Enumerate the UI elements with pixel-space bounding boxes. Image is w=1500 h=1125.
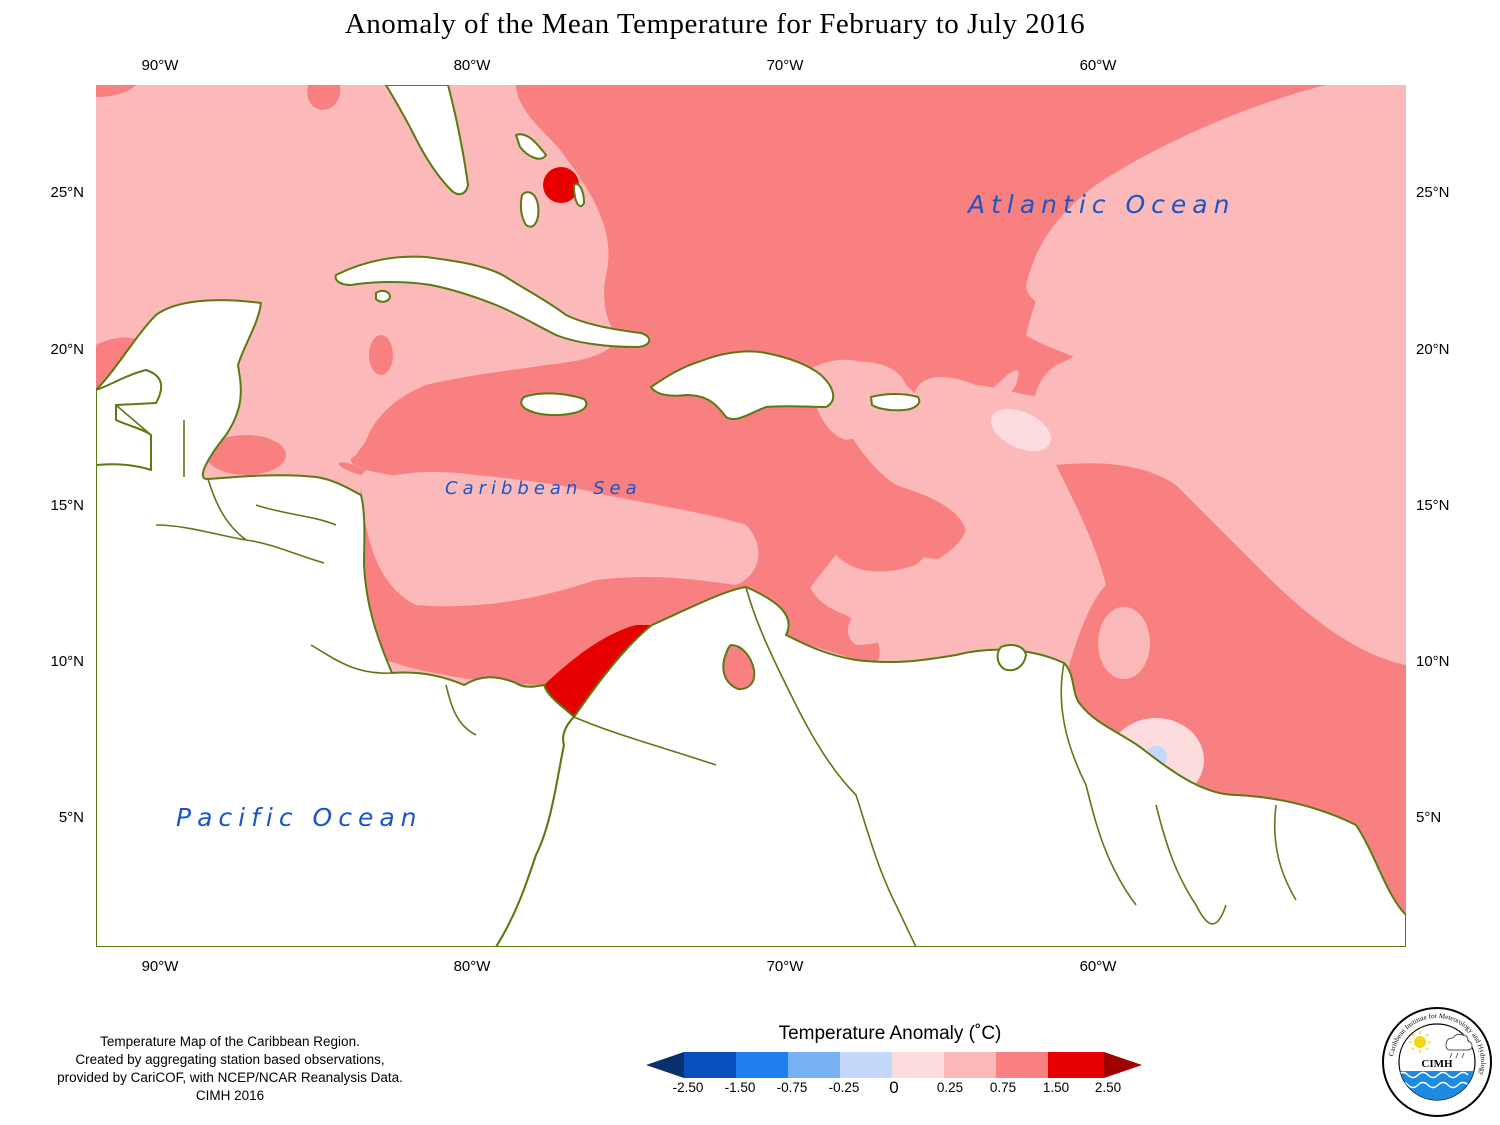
legend-tick-5: 0.25 (936, 1080, 964, 1095)
legend-swatch-3 (788, 1052, 840, 1078)
label-pacific-ocean: Pacific Ocean (176, 803, 423, 832)
land-puerto-rico (870, 393, 921, 412)
land-cuba (334, 255, 651, 348)
land-isla-juventud (375, 289, 391, 303)
anomaly-blob-2-50-bahamas (543, 167, 579, 203)
label-atlantic-ocean: Atlantic Ocean (968, 190, 1236, 219)
land-trinidad (996, 644, 1027, 672)
anomaly-zone-0-75-east (816, 361, 1139, 645)
anomaly-blob-1-50-cuba-w (369, 335, 393, 375)
lat-label-20n-right: 20°N (1416, 341, 1450, 358)
footer-line-2: Created by aggregating station based obs… (75, 1052, 385, 1067)
legend-tick-7: 1.50 (1042, 1080, 1070, 1095)
rain-drops-icon (1449, 1052, 1465, 1059)
lon-label-70w-top: 70°W (766, 57, 804, 74)
anomaly-bubble-0-75 (1098, 607, 1150, 679)
lat-label-15n-right: 15°N (1416, 497, 1450, 514)
lon-label-80w-bottom: 80°W (453, 958, 491, 975)
legend-colorbar (646, 1052, 1146, 1083)
lat-label-10n-left: 10°N (50, 653, 84, 670)
anomaly-zone-1-50-caribbean (363, 355, 996, 627)
legend-title: Temperature Anomaly (˚C) (778, 1023, 1002, 1044)
lat-label-5n-left: 5°N (58, 809, 84, 826)
footer-line-4: CIMH 2016 (195, 1088, 265, 1103)
sun-icon (1414, 1036, 1426, 1048)
legend-tick-1: -1.50 (724, 1080, 756, 1095)
legend-swatch-8 (1048, 1052, 1104, 1078)
footer-line-1: Temperature Map of the Caribbean Region. (100, 1034, 360, 1049)
land-bahamas-eleuthera (573, 183, 585, 208)
lon-label-90w-bottom: 90°W (141, 958, 179, 975)
cloud-rain-icon (1445, 1033, 1473, 1051)
legend-tick-6: 0.75 (989, 1080, 1017, 1095)
legend-tick-4: 0 (889, 1078, 899, 1097)
legend-swatch-2 (736, 1052, 788, 1078)
lat-label-25n-right: 25°N (1416, 184, 1450, 201)
sun-rays-icon (1409, 1031, 1431, 1053)
national-borders (115, 404, 1297, 947)
footer-line-3: provided by CariCOF, with NCEP/NCAR Rean… (57, 1070, 403, 1085)
lat-label-20n-left: 20°N (50, 341, 84, 358)
legend-tick-2: -0.75 (776, 1080, 808, 1095)
lake-maracaibo (722, 644, 756, 691)
legend-swatch-5 (892, 1052, 944, 1078)
land-mexico-block (96, 369, 163, 471)
lon-label-80w-top: 80°W (453, 57, 491, 74)
anomaly-blob-1-50-honduras (206, 435, 286, 475)
land-florida (385, 85, 469, 196)
map-canvas (96, 85, 1406, 947)
land-hispaniola (650, 350, 835, 421)
land-masses (96, 85, 1406, 947)
lat-label-15n-left: 15°N (50, 497, 84, 514)
lon-label-90w-top: 90°W (141, 57, 179, 74)
map-title: Anomaly of the Mean Temperature for Febr… (344, 8, 1086, 40)
legend-swatch-7 (996, 1052, 1048, 1078)
land-south-america (495, 586, 1406, 947)
land-bahamas-andros (519, 191, 540, 228)
lat-label-10n-right: 10°N (1416, 653, 1450, 670)
legend-swatch-4 (840, 1052, 892, 1078)
anomaly-blob-0-25-leewards (991, 408, 1051, 452)
logo-acronym: CIMH (1421, 1058, 1453, 1070)
anomaly-zone-2-50-colombia (544, 625, 652, 717)
lon-label-60w-bottom: 60°W (1079, 958, 1117, 975)
legend-tick-0: -2.50 (672, 1080, 704, 1095)
lon-label-60w-top: 60°W (1079, 57, 1117, 74)
legend-swatch-6 (944, 1052, 996, 1078)
legend-swatch-0 (646, 1052, 684, 1078)
lat-label-25n-left: 25°N (50, 184, 84, 201)
anomaly-zone-0-75-caribbean (366, 472, 759, 607)
legend-swatch-1 (684, 1052, 736, 1078)
lon-label-70w-bottom: 70°W (766, 958, 804, 975)
legend-tick-3: -0.25 (828, 1080, 860, 1095)
cimh-logo: Caribbean Institute for Meteorology and … (1380, 1005, 1494, 1124)
land-bahamas-abaco (515, 133, 547, 160)
legend-tick-8: 2.50 (1094, 1080, 1122, 1095)
anomaly-zone-1-50-gulf-nw (96, 85, 136, 97)
logo-waves (1399, 1071, 1469, 1089)
footer-note: Temperature Map of the Caribbean Region.… (20, 1033, 440, 1105)
legend-swatch-9 (1104, 1052, 1142, 1078)
lat-label-5n-right: 5°N (1416, 809, 1442, 826)
land-jamaica (520, 392, 588, 417)
anomaly-zone-1-50-gulf-top (307, 85, 341, 110)
label-caribbean-sea: Caribbean Sea (445, 478, 642, 499)
anomaly-zone-0-25-pr (808, 359, 889, 440)
anomaly-zone-0-75-atlantic (1026, 85, 1406, 665)
